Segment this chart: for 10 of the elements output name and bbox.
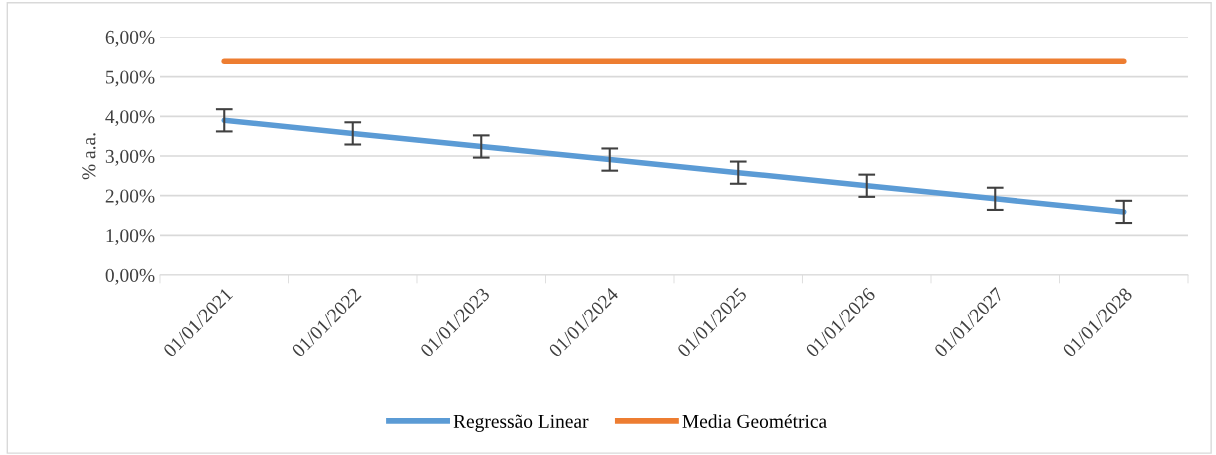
y-axis-title: % a.a. xyxy=(82,133,96,180)
y-tick-label: 5,00% xyxy=(106,70,155,87)
y-tick-label: 2,00% xyxy=(105,189,155,206)
y-tick-label: 4,00% xyxy=(105,110,155,127)
y-tick-label: 1,00% xyxy=(106,229,155,246)
y-tick-label: 6,00% xyxy=(105,30,155,47)
legend-label: Media Geométrica xyxy=(682,414,827,428)
y-tick-label: 3,00% xyxy=(105,149,155,166)
legend-label: Regressão Linear xyxy=(453,414,589,432)
y-tick-label: 0,00% xyxy=(105,268,155,285)
